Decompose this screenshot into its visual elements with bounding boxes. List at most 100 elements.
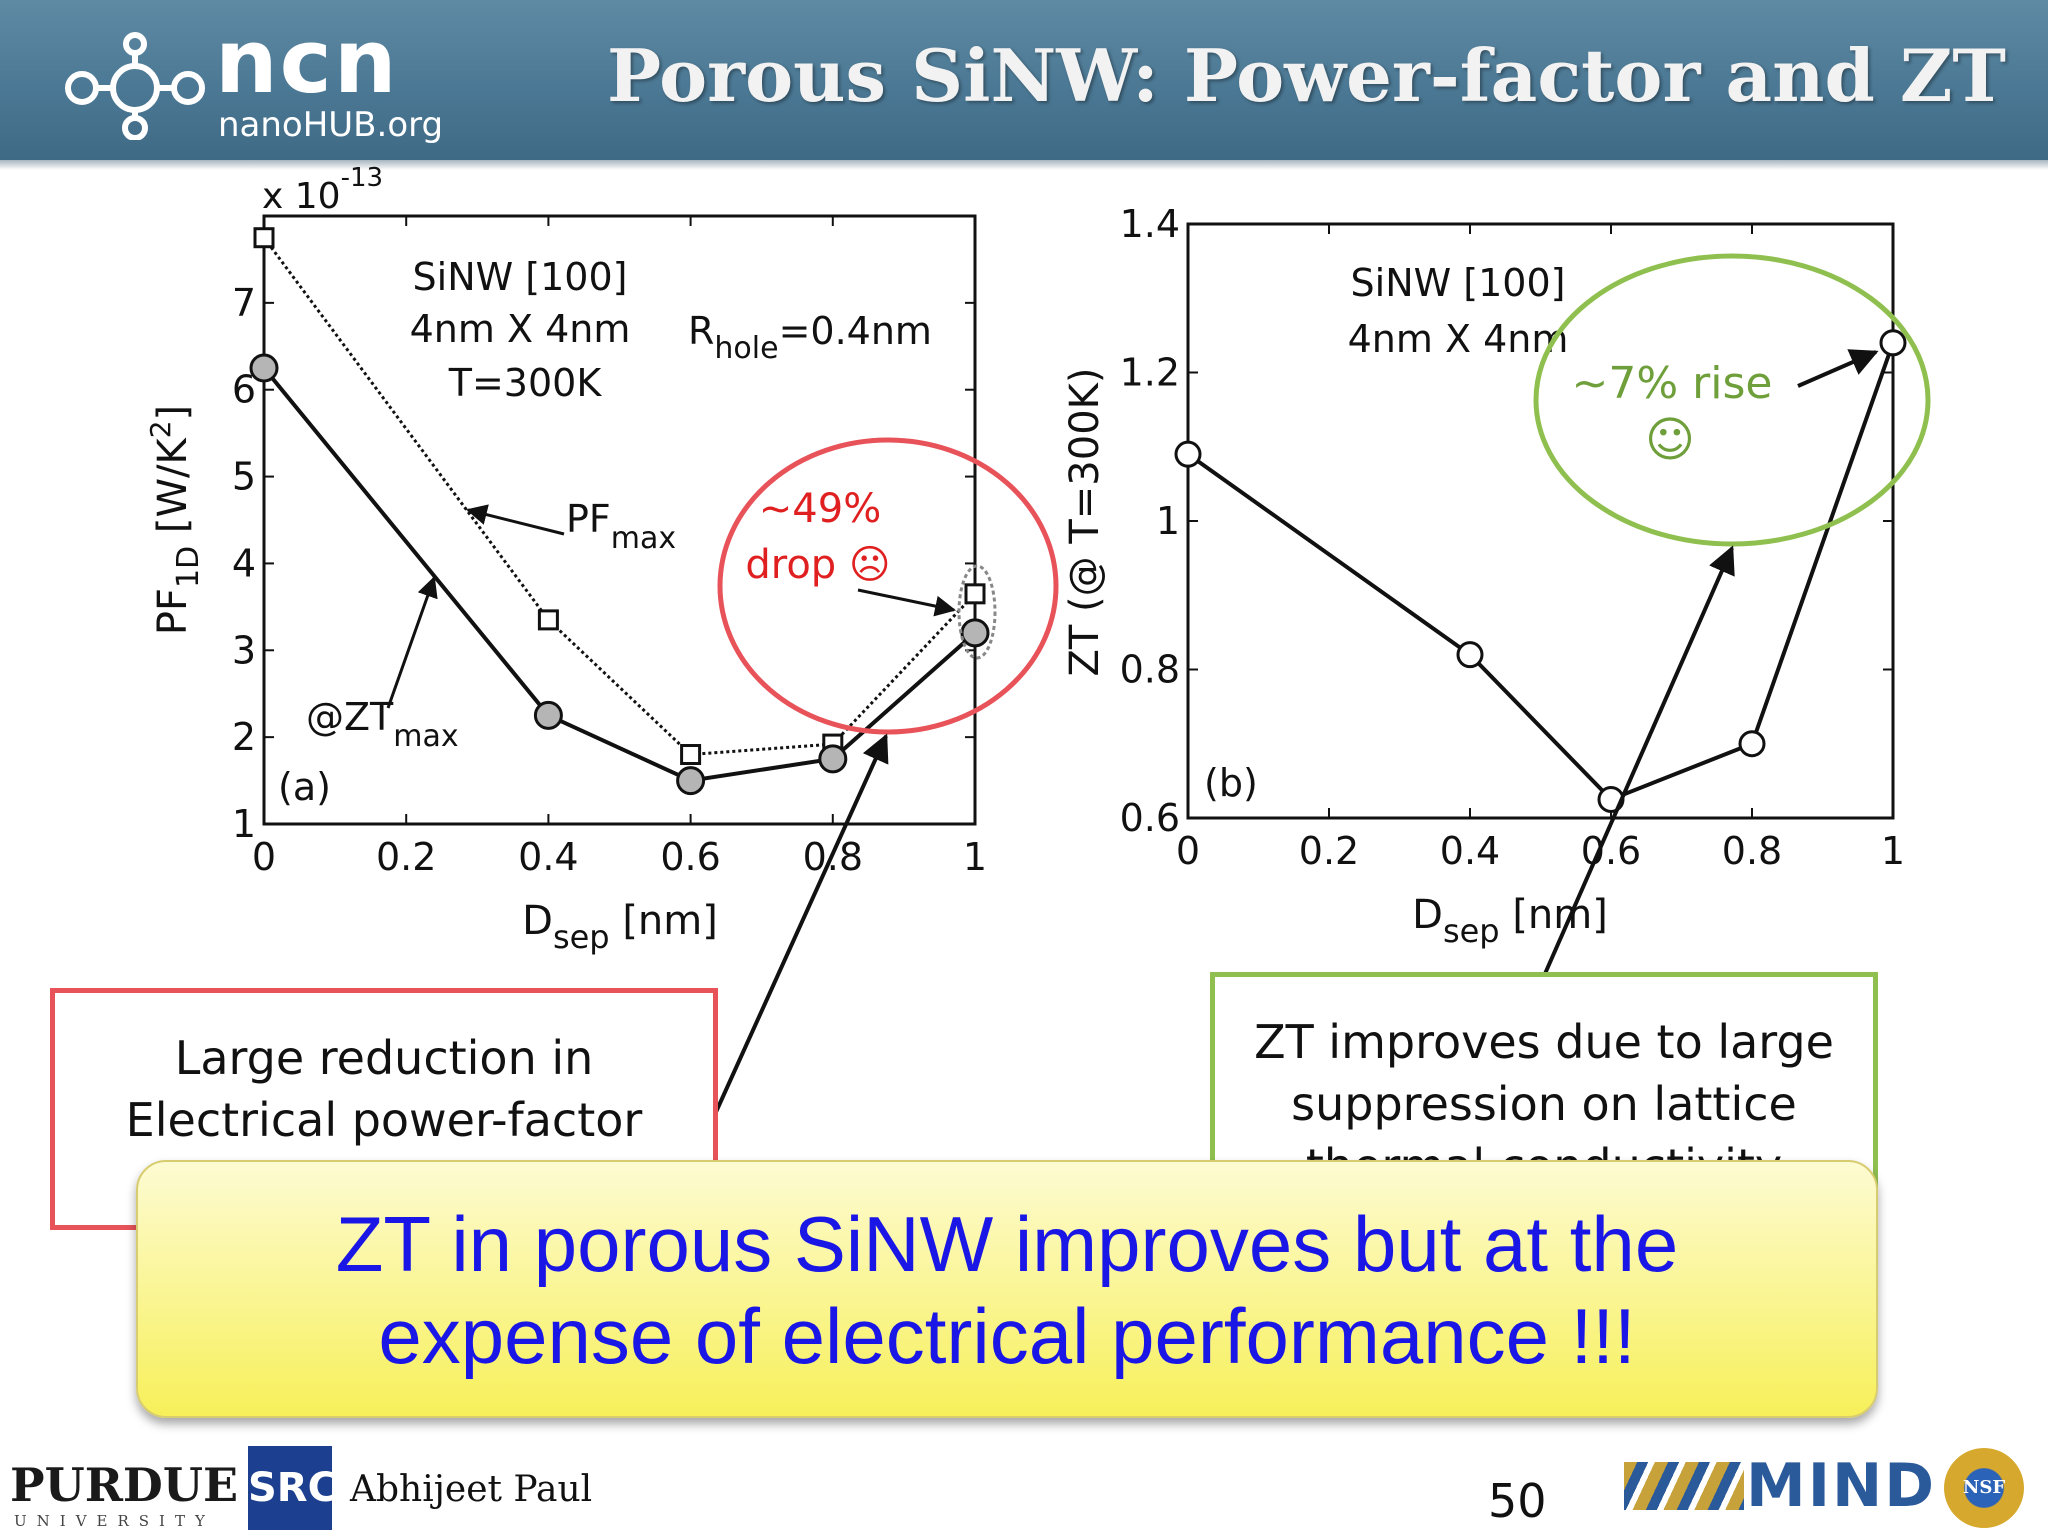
callout-left-line1: Large reduction in	[174, 1031, 594, 1085]
data-point-square	[253, 227, 275, 249]
series-line	[1186, 342, 1895, 802]
callout-left-line2: Electrical power-factor	[125, 1093, 643, 1147]
y-tick-label: 1.4	[1120, 202, 1180, 246]
y-tick-label: 1.2	[1120, 351, 1180, 395]
panel-label: (a)	[278, 765, 331, 809]
x-tick-label: 0.2	[376, 835, 436, 879]
y-multiplier: x 10-13	[262, 163, 383, 217]
x-axis-label: Dsep [nm]	[1412, 892, 1608, 950]
rise-arrow	[1797, 349, 1879, 388]
x-tick-label: 0.8	[1722, 829, 1782, 873]
y-axis-label-part: [W/K	[150, 436, 196, 545]
ztmax-arrow	[386, 576, 438, 709]
y-tick-label: 5	[232, 455, 256, 499]
data-point-circle	[533, 700, 563, 730]
x-axis-label-part: sep	[553, 918, 610, 956]
x-tick-label: 0.4	[518, 835, 578, 879]
x-axis-label-part: D	[522, 898, 553, 944]
ncn-molecule-icon	[65, 32, 205, 140]
x-tick-label: 0	[252, 835, 276, 879]
author-name: Abhijeet Paul	[350, 1469, 593, 1510]
conclusion-line2: expense of electrical performance !!!	[378, 1292, 1636, 1380]
rise-highlight-circle	[1533, 253, 1931, 547]
pfmax-label-part: max	[611, 521, 676, 556]
x-tick-label: 0.6	[1581, 829, 1641, 873]
src-logo: SRC	[248, 1446, 337, 1530]
info-text: SiNW [100]	[1351, 261, 1566, 305]
rise-label-line1: ~7% rise	[1572, 358, 1773, 409]
y-tick-label: 0.6	[1120, 796, 1180, 840]
data-point-square	[964, 583, 986, 605]
header-shadow	[0, 160, 2048, 170]
purdue-logo: PURDUE	[10, 1458, 239, 1512]
data-point-circle	[1174, 440, 1202, 468]
panel-label: (b)	[1204, 761, 1258, 805]
callout-right-arrow	[1542, 545, 1735, 977]
x-tick-label: 0.4	[1440, 829, 1500, 873]
info-text: 4nm X 4nm	[1348, 317, 1569, 361]
pfmax-label-part: PF	[566, 497, 611, 541]
x-axis-label-part: [nm]	[1500, 892, 1608, 938]
conclusion-line1: ZT in porous SiNW improves but at the	[335, 1200, 1679, 1288]
y-multiplier-part: x 10	[262, 176, 341, 217]
data-point-circle	[249, 353, 279, 383]
drop-label-line2: drop ☹	[745, 542, 890, 588]
rise-label-line2: ☺	[1645, 412, 1695, 468]
y-axis-label-part: ]	[150, 405, 196, 421]
data-point-square	[537, 609, 559, 631]
ncn-logo-text: ncn	[215, 10, 399, 113]
ztmax-label: @ZTmax	[306, 695, 459, 754]
y-axis-label-part: 1D	[171, 546, 206, 588]
callout-right-line2: suppression on lattice	[1291, 1077, 1797, 1131]
rhole-label: Rhole=0.4nm	[688, 309, 932, 366]
y-axis-label: PF1D [W/K2]	[144, 405, 206, 635]
y-tick-label: 4	[232, 541, 256, 585]
mind-logo: MIND	[1746, 1451, 1937, 1521]
x-tick-label: 1	[963, 835, 987, 879]
ztmax-label-part: max	[393, 719, 458, 754]
rhole-label-part: hole	[714, 331, 778, 366]
page-number: 50	[1488, 1474, 1547, 1528]
data-point-square	[680, 744, 702, 766]
slide-header	[0, 0, 2048, 160]
plot-frame	[262, 214, 977, 826]
nanohub-logo-text: nanoHUB.org	[218, 105, 444, 145]
y-axis-label: ZT (@ T=300K)	[1062, 367, 1108, 676]
chart-b-zt: 0 0.2 0.4 0.6 0.8 1 0.6 0.8 1 1.2 1.4 ZT (@ T=300K)…	[1062, 202, 1931, 950]
data-point-circle	[1879, 329, 1907, 357]
x-axis-label-part: D	[1412, 892, 1443, 938]
slide-title: Porous SiNW: Power-factor and ZT	[606, 33, 2006, 118]
purdue-university-text: UNIVERSITY	[14, 1512, 215, 1530]
info-text: 4nm X 4nm	[410, 307, 631, 351]
drop-arrow	[857, 588, 957, 617]
nsf-logo: NSF	[1944, 1448, 2024, 1528]
x-tick-label: 0	[1176, 829, 1200, 873]
info-text: SiNW [100]	[413, 255, 628, 299]
y-tick-label: 1	[232, 802, 256, 846]
pfmax-arrow	[465, 504, 565, 536]
y-tick-label: 1	[1156, 499, 1180, 543]
info-text: T=300K	[448, 361, 603, 405]
y-tick-label: 2	[232, 715, 256, 759]
rhole-label-part: =0.4nm	[779, 309, 932, 353]
y-axis-label-part: PF	[150, 588, 196, 635]
callout-right-line1: ZT improves due to large	[1254, 1015, 1834, 1069]
ztmax-label-part: @ZT	[306, 695, 394, 739]
x-tick-label: 0.6	[660, 835, 720, 879]
pfmax-label: PFmax	[566, 497, 676, 556]
x-axis-label-part: sep	[1443, 912, 1500, 950]
y-tick-label: 0.8	[1120, 648, 1180, 692]
annotation-overlay	[714, 545, 1735, 1113]
callout-left-arrow	[714, 733, 889, 1113]
y-tick-label: 3	[232, 628, 256, 672]
data-point-circle	[676, 766, 706, 796]
y-tick-label: 7	[232, 281, 256, 325]
x-tick-label: 0.2	[1299, 829, 1359, 873]
mind-stripes-icon	[1624, 1462, 1744, 1510]
x-tick-label: 1	[1881, 829, 1905, 873]
data-point-circle	[1456, 641, 1484, 669]
rhole-label-part: R	[688, 309, 714, 353]
drop-point-highlight	[957, 564, 997, 660]
